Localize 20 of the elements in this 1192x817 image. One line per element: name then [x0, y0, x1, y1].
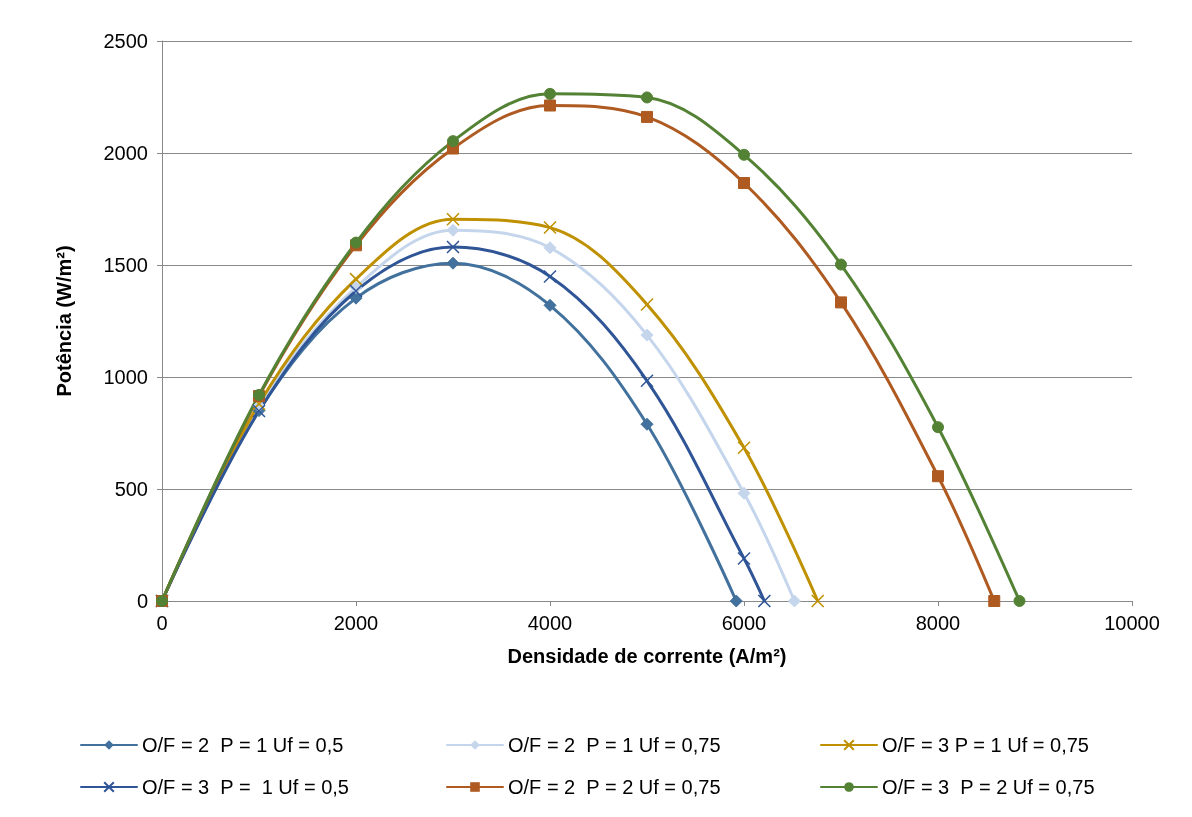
y-tick-label: 2000 — [103, 142, 148, 164]
y-tick-label: 1500 — [103, 254, 148, 276]
y-tick-label: 500 — [114, 478, 148, 500]
y-tick-label: 2500 — [103, 30, 148, 52]
x-tick-label: 6000 — [721, 612, 767, 634]
legend-label: O/F = 3 P = 2 Uf = 0,75 — [882, 776, 1095, 798]
x-tick-label: 2000 — [333, 612, 379, 634]
legend-label: O/F = 3 P = 1 Uf = 0,5 — [142, 776, 349, 798]
legend-label: O/F = 2 P = 2 Uf = 0,75 — [508, 776, 721, 798]
x-tick-label: 10000 — [1104, 612, 1160, 634]
x-tick-label: 8000 — [915, 612, 961, 634]
x-tick-label: 4000 — [527, 612, 573, 634]
x-axis-title: Densidade de corrente (A/m²) — [507, 645, 787, 667]
y-tick-label: 1000 — [103, 366, 148, 388]
legend-label: O/F = 2 P = 1 Uf = 0,5 — [142, 734, 344, 756]
x-tick-label: 0 — [156, 612, 168, 634]
y-axis-title: Potência (W/m²) — [53, 245, 75, 397]
legend-label: O/F = 2 P = 1 Uf = 0,75 — [508, 734, 721, 756]
legend-label: O/F = 3 P = 1 Uf = 0,75 — [882, 734, 1089, 756]
y-tick-label: 0 — [136, 590, 148, 612]
